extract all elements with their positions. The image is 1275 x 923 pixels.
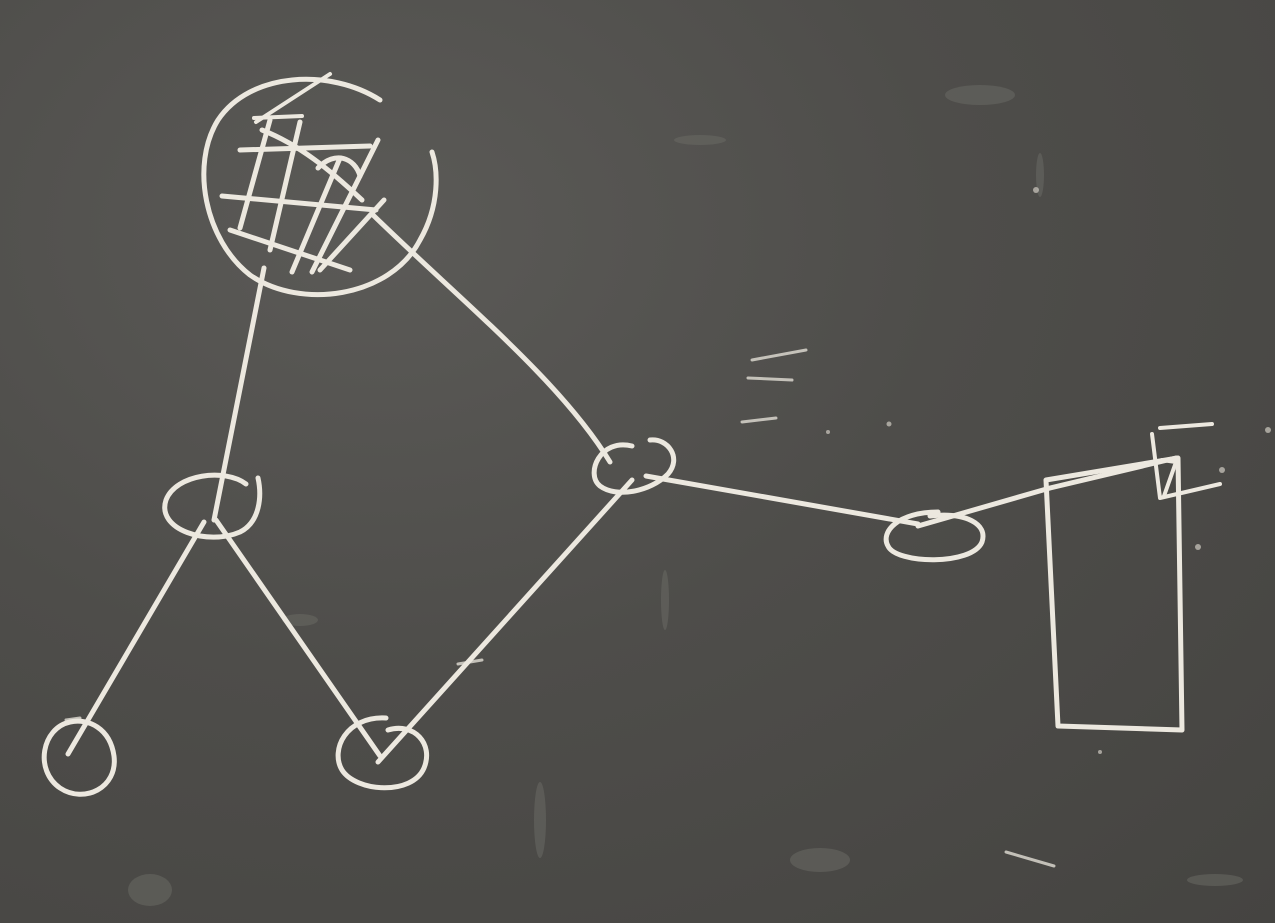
bottom-middle-node <box>335 715 430 791</box>
hatched-circle-node <box>201 72 439 298</box>
stray-chalk-marks <box>64 348 1056 868</box>
rod-center-junction-to-bottom-middle <box>375 477 635 765</box>
wall-rectangle <box>1043 455 1185 733</box>
rod-right-node-to-wall <box>915 455 1179 529</box>
left-junction-node <box>162 472 263 540</box>
bottom-left-node <box>41 718 117 797</box>
center-junction-node <box>591 437 677 495</box>
rod-left-junction-to-bottom-left <box>65 519 207 757</box>
rod-left-junction-to-bottom-middle <box>213 517 383 759</box>
rod-top-to-center-junction <box>369 211 613 465</box>
wall-support-marks <box>1150 422 1222 500</box>
rod-center-junction-to-right-node <box>643 473 921 527</box>
right-node <box>883 509 986 563</box>
